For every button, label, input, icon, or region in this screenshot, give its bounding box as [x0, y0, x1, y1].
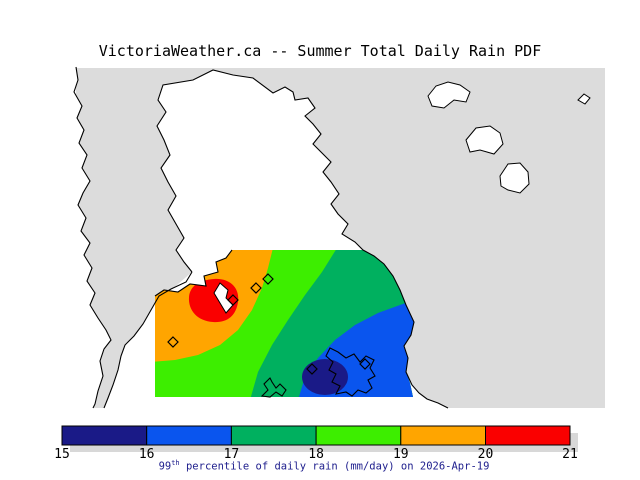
island — [465, 125, 504, 155]
colorbar-tick: 16 — [138, 447, 155, 462]
colorbar-tick: 20 — [477, 447, 494, 462]
colorbar-segment-16-17 — [146, 425, 232, 446]
land-fjord-east — [104, 272, 192, 408]
caption-text: percentile of daily rain (mm/day) on 202… — [179, 460, 490, 473]
colorbar-tick: 21 — [562, 447, 578, 462]
colorbar-caption: 99th percentile of daily rain (mm/day) o… — [0, 459, 640, 473]
colorbar-segment-20-21 — [485, 425, 571, 446]
coastline-west — [73, 66, 112, 409]
coastline-fjord — [103, 271, 193, 409]
colorbar-segment-19-20 — [400, 425, 486, 446]
coastline-contour-edge — [154, 249, 233, 297]
caption-superscript: th — [171, 459, 180, 467]
station-diamond-icon — [359, 358, 371, 370]
station-diamond-icon — [262, 273, 274, 285]
station-diamond-icon — [167, 336, 179, 348]
colorbar-tick: 17 — [223, 447, 240, 462]
caption-prefix: 99 — [158, 460, 172, 473]
land-west — [0, 66, 111, 408]
colorbar-tick: 15 — [54, 447, 70, 462]
contour-band-15-16 — [302, 359, 348, 395]
colorbar-tick: 19 — [392, 447, 409, 462]
page-title: VictoriaWeather.ca -- Summer Total Daily… — [98, 42, 542, 60]
station-diamond-icon — [227, 294, 239, 306]
coastline-harbour — [325, 347, 376, 397]
coastline-lagoon — [260, 377, 287, 398]
coastline-peninsula — [156, 69, 449, 409]
station-diamond-icon — [306, 363, 318, 375]
land-notch — [213, 282, 234, 314]
station-diamond-icon — [250, 282, 262, 294]
colorbar-tick: 18 — [308, 447, 324, 462]
island — [577, 93, 591, 105]
colorbar-segment-18-19 — [315, 425, 402, 446]
contour-field — [155, 250, 414, 397]
island — [499, 162, 530, 194]
colorbar-segment-17-18 — [230, 425, 317, 446]
colorbar-segment-15-16 — [61, 425, 148, 446]
island — [427, 81, 471, 109]
